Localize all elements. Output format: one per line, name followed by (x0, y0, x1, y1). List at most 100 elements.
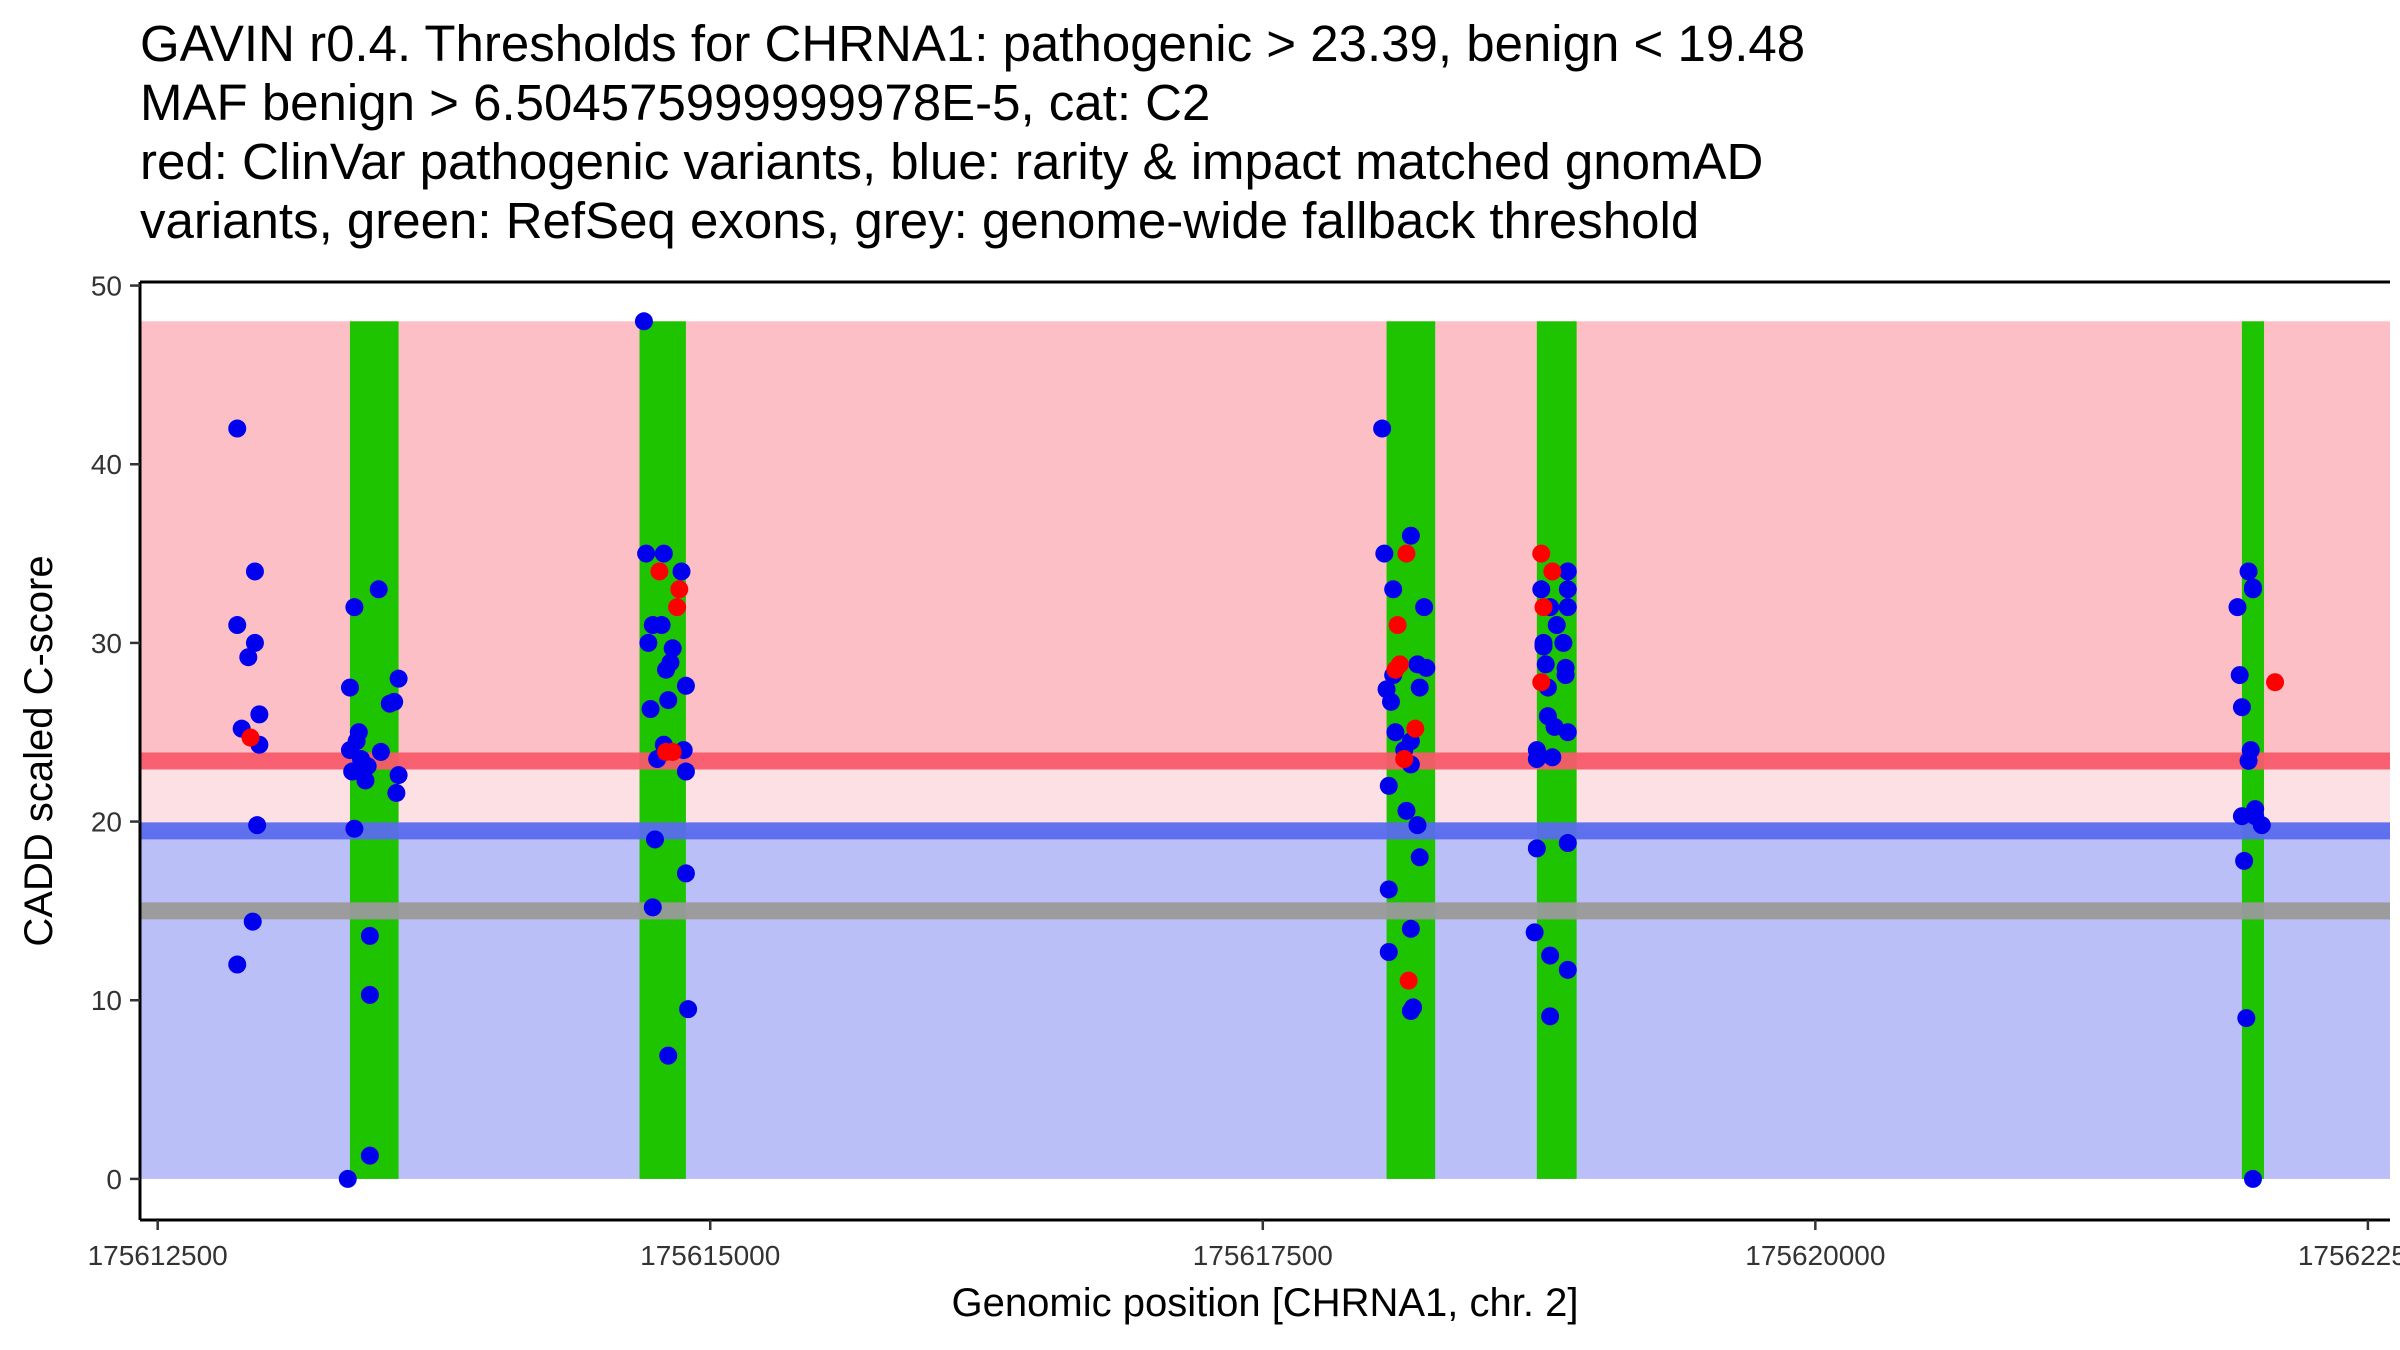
gnomad-variant-point (2237, 1009, 2256, 1028)
gnomad-variant-point (634, 312, 653, 331)
gnomad-variant-point (2243, 1169, 2262, 1188)
pathogenic-variant-point (1543, 562, 1562, 581)
pathogenic-variant-point (668, 598, 687, 617)
gnomad-variant-point (2241, 741, 2260, 760)
gnomad-variant-point (1558, 598, 1577, 617)
gnomad-variant-point (1410, 678, 1429, 697)
threshold-lines (140, 752, 2390, 920)
gnomad-variant-point (637, 544, 656, 563)
benign-region (140, 830, 2390, 1179)
gnomad-variant-point (1397, 801, 1416, 820)
gnomad-variant-point (2246, 800, 2265, 819)
gnomad-variant-point (645, 830, 664, 849)
gnomad-variant-point (345, 598, 364, 617)
gnomad-variant-point (1558, 562, 1577, 581)
pathogenic-variant-point (1399, 971, 1418, 990)
gnomad-variant-point (1401, 919, 1420, 938)
pathogenic-variant-point (1534, 598, 1553, 617)
pathogenic-variant-point (670, 580, 689, 599)
gnomad-variant-point (1417, 658, 1436, 677)
pathogenic-variant-point (1406, 719, 1425, 738)
intermediate-region (140, 761, 2390, 831)
gnomad-variant-point (245, 633, 264, 652)
gnomad-variant-point (371, 742, 390, 761)
axes: 0 10 20 30 40 50 175612500 175615000 175617500 17… (88, 271, 2400, 1271)
gnomad-variant-point (1384, 580, 1403, 599)
gnomad-variant-point (1381, 692, 1400, 711)
gnomad-variant-point (360, 985, 379, 1004)
gnomad-variant-point (1527, 839, 1546, 858)
pathogenic-variant-point (241, 728, 260, 747)
gnomad-variant-point (672, 562, 691, 581)
gnomad-variant-point (345, 819, 364, 838)
pathogenic-variant-point (650, 562, 669, 581)
gnomad-variant-point (1541, 1007, 1560, 1026)
gnomad-variant-point (679, 1000, 698, 1019)
gnomad-variant-point (1556, 666, 1575, 685)
gnomad-variant-point (659, 1046, 678, 1065)
gnomad-variant-point (1415, 598, 1434, 617)
gnomad-variant-point (358, 757, 377, 776)
y-axis-title: CADD scaled C-score (17, 555, 61, 946)
gnomad-variant-point (639, 633, 658, 652)
pathogenic-variant-point (663, 742, 682, 761)
gnomad-variant-point (1525, 923, 1544, 942)
gnomad-variant-point (2228, 598, 2247, 617)
gnomad-variant-point (1379, 776, 1398, 795)
gnomad-variant-point (1547, 616, 1566, 635)
gnomad-variant-point (228, 616, 247, 635)
gnomad-variant-point (1558, 580, 1577, 599)
gnomad-variant-point (1543, 748, 1562, 767)
y-tick-label: 40 (91, 449, 122, 480)
gnomad-variant-point (250, 705, 269, 724)
gnomad-variant-point (1558, 723, 1577, 742)
gnomad-variant-point (360, 926, 379, 945)
gnomad-variant-point (1379, 943, 1398, 961)
x-tick-label: 175620000 (1745, 1240, 1885, 1271)
gnomad-variant-point (387, 783, 406, 802)
title-line-1: GAVIN r0.4. Thresholds for CHRNA1: patho… (140, 15, 1806, 72)
y-tick-label: 0 (106, 1164, 122, 1195)
gnomad-variant-point (369, 580, 388, 599)
gnomad-variant-point (2239, 562, 2258, 581)
pathogenic-region (140, 321, 2390, 762)
x-tick-label: 175622500 (2298, 1240, 2400, 1271)
gnomad-variant-point (1532, 580, 1551, 599)
gnomad-variant-point (1375, 544, 1394, 563)
gnomad-variant-point (2232, 807, 2251, 826)
pathogenic-variant-point (1390, 655, 1409, 674)
gnomad-variant-point (1534, 637, 1553, 656)
y-tick-label: 20 (91, 807, 122, 838)
title-line-4: variants, green: RefSeq exons, grey: gen… (140, 192, 1700, 249)
title-line-2: MAF benign > 6.504575999999978E-5, cat: … (140, 74, 1211, 131)
gnomad-variant-point (1554, 633, 1573, 652)
title-line-3: red: ClinVar pathogenic variants, blue: … (140, 133, 1764, 190)
gnomad-variant-point (2235, 851, 2254, 870)
gnomad-variant-point (360, 1146, 379, 1165)
gnomad-variant-point (643, 898, 662, 917)
gnomad-variant-point (245, 562, 264, 581)
gnomad-variant-point (239, 648, 258, 667)
x-axis-title: Genomic position [CHRNA1, chr. 2] (952, 1281, 1579, 1325)
x-tick-label: 175617500 (1193, 1240, 1333, 1271)
y-tick-label: 50 (91, 271, 122, 302)
pathogenic-variant-point (1532, 544, 1551, 563)
gnomad-variant-point (1541, 946, 1560, 965)
gnomad-variant-point (1536, 655, 1555, 674)
gnomad-variant-point (2232, 698, 2251, 717)
gnomad-variant-point (1410, 848, 1429, 867)
gnomad-variant-point (659, 691, 678, 710)
gnomad-variant-point (228, 955, 247, 974)
gnomad-variant-point (1373, 419, 1392, 438)
gnomad-variant-point (248, 816, 267, 835)
gnomad-variant-point (1401, 526, 1420, 545)
x-tick-label: 175612500 (88, 1240, 228, 1271)
gnomad-variant-point (676, 676, 695, 695)
gnomad-variant-point (338, 1169, 357, 1188)
gnomad-variant-point (1404, 998, 1423, 1017)
gnomad-variant-point (641, 700, 660, 719)
variant-points (228, 312, 2285, 1188)
gnomad-variant-point (349, 723, 368, 742)
y-tick-label: 10 (91, 985, 122, 1016)
pathogenic-variant-point (2266, 673, 2285, 692)
